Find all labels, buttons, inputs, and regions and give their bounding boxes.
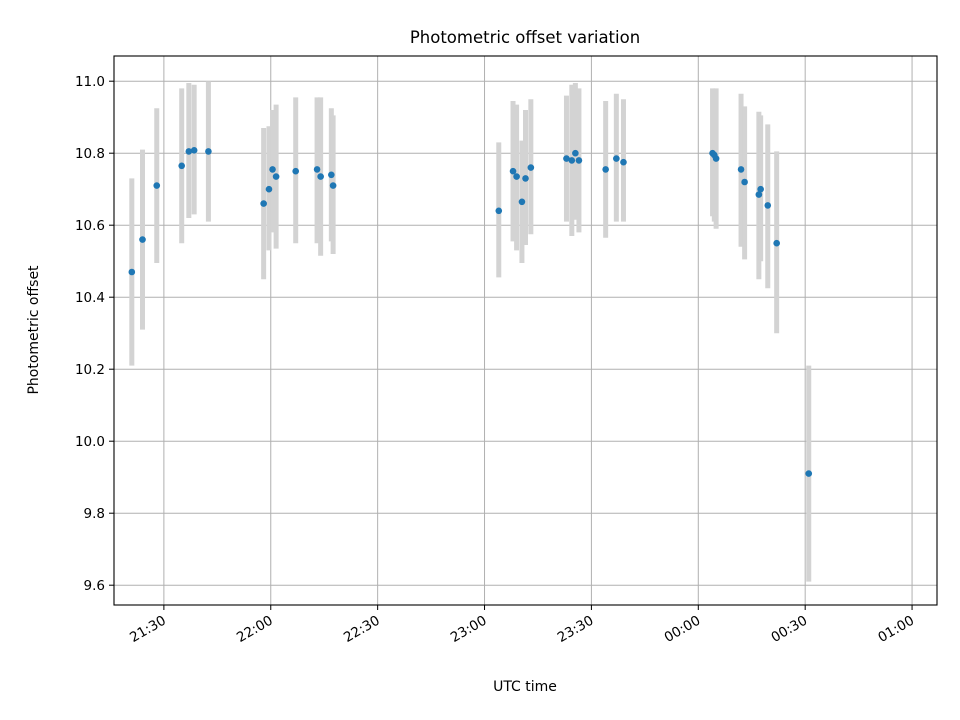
data-point — [509, 167, 517, 175]
data-point — [328, 171, 335, 179]
plot-frame — [113, 55, 938, 606]
data-point — [185, 148, 193, 155]
data-point — [190, 147, 198, 154]
y-axis-label: Photometric offset — [26, 265, 42, 395]
data-point — [329, 182, 337, 189]
y-tick-label: 9.8 — [84, 506, 105, 522]
data-point — [292, 167, 300, 175]
data-point — [313, 166, 321, 173]
data-point — [269, 166, 276, 173]
data-point — [128, 268, 136, 276]
data-point — [755, 191, 763, 198]
data-point — [737, 166, 745, 173]
data-point — [272, 173, 280, 180]
x-axis-label: UTC time — [493, 679, 557, 695]
data-point — [602, 166, 609, 173]
y-tick-label: 10.8 — [75, 146, 105, 162]
data-point — [317, 173, 324, 180]
data-point — [527, 164, 535, 171]
data-point — [563, 155, 570, 162]
data-point — [518, 198, 526, 206]
data-points — [128, 147, 813, 477]
y-tick-label: 10.6 — [75, 218, 105, 234]
data-point — [205, 148, 212, 155]
y-tick-label: 9.6 — [84, 578, 105, 594]
data-point — [139, 236, 146, 243]
y-tick-label: 11.0 — [75, 74, 105, 90]
data-point — [153, 182, 161, 189]
data-point — [805, 470, 813, 477]
data-point — [741, 178, 748, 186]
data-point — [620, 158, 627, 166]
data-point — [568, 157, 576, 164]
data-point — [712, 155, 720, 162]
data-point — [773, 239, 780, 247]
data-point — [575, 157, 583, 164]
data-point — [178, 162, 185, 170]
data-point — [265, 185, 273, 193]
data-point — [522, 175, 529, 182]
y-tick-label: 10.0 — [75, 434, 105, 450]
chart-title: Photometric offset variation — [410, 28, 640, 47]
data-point — [572, 149, 579, 157]
data-point — [764, 202, 772, 209]
data-point — [495, 207, 503, 215]
y-tick-label: 10.4 — [75, 290, 105, 306]
data-point — [613, 155, 620, 162]
y-tick-label: 10.2 — [75, 362, 105, 378]
data-point — [757, 185, 764, 193]
data-point — [260, 200, 267, 207]
data-point — [513, 173, 520, 180]
